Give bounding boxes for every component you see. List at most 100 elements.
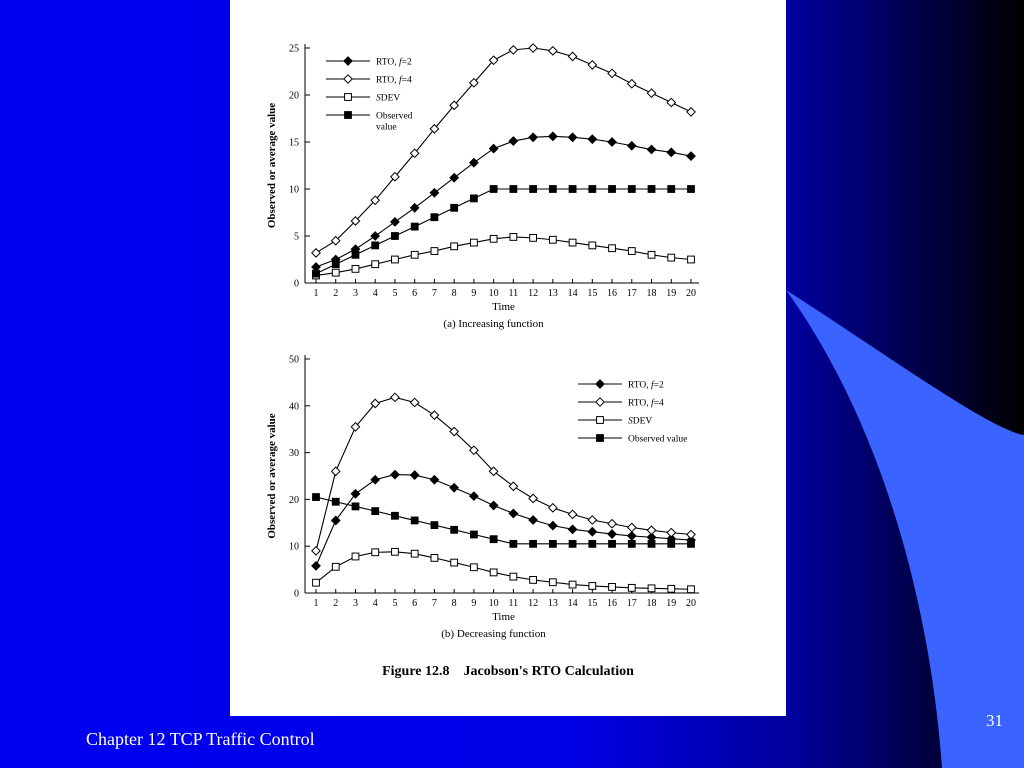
data-point [528, 493, 539, 504]
data-point [587, 515, 598, 525]
x-tick-label: 12 [528, 288, 538, 299]
data-point [547, 520, 558, 531]
data-point [529, 185, 538, 193]
data-point [312, 578, 320, 587]
x-tick-label: 9 [471, 288, 476, 299]
data-point [567, 509, 578, 520]
data-point [489, 234, 498, 243]
data-point [626, 78, 637, 89]
x-tick-label: 4 [373, 598, 378, 609]
x-tick-label: 12 [528, 598, 538, 609]
data-point [607, 137, 617, 147]
y-tick-label: 0 [294, 589, 299, 600]
y-tick-label: 20 [289, 495, 299, 506]
data-point [311, 248, 321, 258]
legend-marker [596, 416, 604, 424]
x-tick-label: 1 [314, 288, 319, 299]
data-point [607, 68, 617, 79]
x-tick-label: 5 [392, 598, 397, 609]
data-point [488, 500, 499, 511]
x-tick-label: 3 [353, 598, 358, 609]
data-point [567, 132, 578, 143]
x-tick-label: 19 [666, 288, 676, 299]
series-1 [311, 392, 696, 556]
data-point [370, 474, 381, 485]
data-point [626, 522, 637, 533]
data-point [450, 558, 459, 567]
data-point [410, 222, 419, 231]
data-point [547, 131, 558, 142]
x-tick-label: 7 [432, 598, 437, 609]
slide-footer: Chapter 12 TCP Traffic Control [86, 729, 315, 749]
data-point [509, 233, 518, 241]
series-line [315, 47, 692, 254]
data-point [468, 157, 479, 168]
y-tick-label: 30 [289, 448, 299, 459]
series-1 [311, 43, 696, 258]
legend-entry: SDEV [376, 94, 400, 104]
data-point [410, 250, 419, 259]
series-3 [312, 185, 695, 278]
data-point [627, 583, 636, 592]
data-point [350, 216, 361, 226]
data-point [686, 107, 696, 117]
data-point [410, 549, 419, 558]
data-point [528, 43, 539, 53]
y-tick-label: 15 [289, 138, 299, 149]
data-point [351, 552, 360, 561]
data-point [391, 511, 399, 520]
y-tick-label: 10 [289, 185, 299, 196]
data-point [567, 51, 578, 62]
x-tick-label: 11 [509, 288, 519, 299]
data-point [607, 529, 617, 539]
data-point [686, 529, 696, 540]
data-point [370, 195, 381, 206]
data-point [687, 185, 695, 193]
data-point [450, 242, 459, 251]
figure-caption: Figure 12.8 Jacobson's RTO Calculation [382, 664, 634, 679]
data-point [350, 421, 361, 432]
series-line [315, 551, 692, 590]
x-tick-label: 15 [587, 288, 597, 299]
x-tick-label: 5 [392, 288, 397, 299]
data-point [647, 185, 656, 193]
data-point [686, 151, 696, 162]
data-point [430, 213, 439, 222]
data-point [469, 238, 478, 247]
data-point [449, 426, 460, 437]
y-tick-label: 10 [289, 542, 299, 553]
series-2 [312, 233, 695, 280]
x-tick-label: 18 [647, 598, 657, 609]
data-point [666, 527, 677, 538]
data-point [351, 502, 360, 511]
x-tick-label: 20 [686, 598, 696, 609]
data-point [667, 539, 676, 548]
figure-panel: 0 5 10 15 20 25 1 2 3 4 5 6 7 8 9 10 11 12 13 14 15 16 17 18 19 2… [230, 0, 786, 716]
data-point [312, 269, 320, 278]
data-point [568, 580, 577, 589]
slide-page-number: 31 [986, 711, 1003, 730]
x-tick-label: 8 [452, 598, 457, 609]
data-point [468, 491, 479, 502]
series-3 [312, 493, 695, 548]
data-point [370, 231, 381, 241]
data-point [312, 493, 320, 501]
data-point [508, 508, 519, 519]
data-point [508, 44, 519, 55]
data-point [588, 539, 597, 548]
x-tick-label: 4 [373, 288, 378, 299]
data-point [469, 530, 478, 539]
data-point [331, 562, 340, 571]
data-point [429, 123, 440, 134]
data-point [567, 524, 578, 535]
data-point [548, 539, 557, 548]
data-point [608, 185, 616, 193]
data-point [626, 140, 637, 151]
data-point [429, 410, 440, 421]
x-tick-label: 20 [686, 288, 696, 299]
legend-marker [343, 56, 353, 66]
data-point [449, 100, 460, 111]
